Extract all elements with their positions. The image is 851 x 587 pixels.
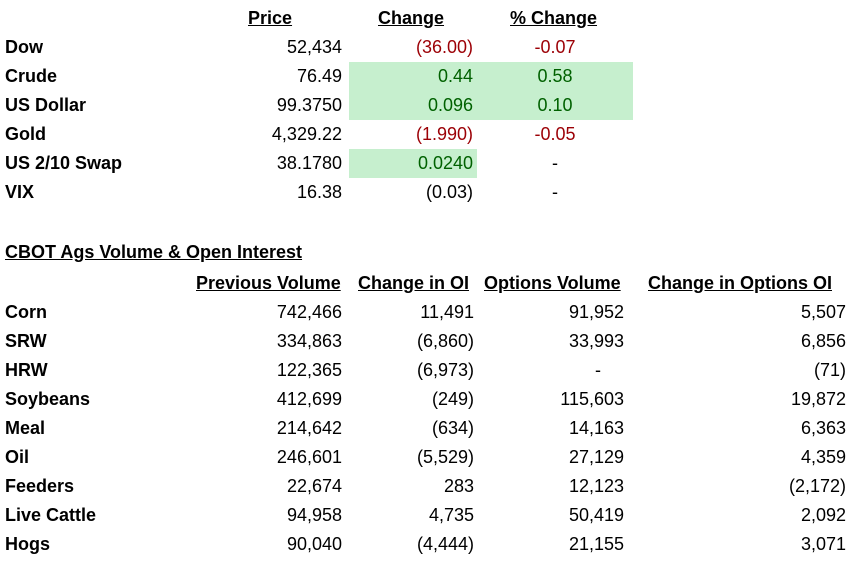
previous-volume: 122,365: [276, 360, 342, 380]
change-highlight: [349, 62, 477, 91]
market-price: 99.3750: [276, 95, 342, 115]
previous-volume: 90,040: [286, 534, 342, 554]
market-name: Dow: [5, 37, 43, 57]
change-in-options-oi: 2,092: [800, 505, 846, 525]
header-change-in-oi: Change in OI: [358, 273, 470, 293]
options-volume: 27,129: [568, 447, 624, 467]
header-price: Price: [248, 8, 293, 28]
options-volume: 21,155: [568, 534, 624, 554]
market-price: 38.1780: [276, 153, 342, 173]
options-volume: 12,123: [568, 476, 624, 496]
change-in-oi: 283: [443, 476, 474, 496]
market-pct-change: 0.10: [537, 95, 573, 115]
change-in-options-oi: 3,071: [800, 534, 846, 554]
change-in-options-oi: 6,363: [800, 418, 846, 438]
cbot-section-title: CBOT Ags Volume & Open Interest: [5, 242, 303, 262]
options-volume: 50,419: [568, 505, 624, 525]
change-highlight: [349, 149, 477, 178]
options-volume: 33,993: [568, 331, 624, 351]
commodity-name: Corn: [5, 302, 47, 322]
market-name: US Dollar: [5, 95, 87, 115]
market-change: (36.00): [415, 37, 473, 57]
change-in-oi: 11,491: [420, 302, 474, 322]
change-in-oi: 4,735: [428, 505, 474, 525]
change-in-options-oi: 5,507: [800, 302, 846, 322]
change-in-options-oi: 4,359: [800, 447, 846, 467]
market-change: (0.03): [425, 182, 473, 202]
market-change: (1.990): [415, 124, 473, 144]
commodity-name: Soybeans: [5, 389, 91, 409]
previous-volume: 742,466: [276, 302, 342, 322]
header-change: Change: [378, 8, 445, 28]
market-name: Crude: [5, 66, 58, 86]
options-volume: -: [595, 360, 601, 380]
market-change: 0.096: [427, 95, 473, 115]
change-in-options-oi: 6,856: [800, 331, 846, 351]
market-pct-change: -0.05: [534, 124, 576, 144]
change-in-oi: (4,444): [416, 534, 474, 554]
commodity-name: Hogs: [5, 534, 50, 554]
change-highlight: [349, 91, 477, 120]
options-volume: 14,163: [568, 418, 624, 438]
commodity-name: Oil: [5, 447, 30, 467]
previous-volume: 214,642: [276, 418, 342, 438]
previous-volume: 334,863: [276, 331, 342, 351]
commodity-name: SRW: [5, 331, 47, 351]
market-pct-change: -: [552, 153, 558, 173]
change-in-options-oi: 19,872: [790, 389, 846, 409]
change-in-options-oi: (2,172): [788, 476, 846, 496]
change-in-oi: (249): [431, 389, 474, 409]
market-change: 0.0240: [417, 153, 473, 173]
change-in-oi: (5,529): [416, 447, 474, 467]
commodity-name: Feeders: [5, 476, 75, 496]
change-in-oi: (6,860): [416, 331, 474, 351]
market-pct-change: -: [552, 182, 558, 202]
market-name: VIX: [5, 182, 35, 202]
previous-volume: 412,699: [276, 389, 342, 409]
header-change-in-options-oi: Change in Options OI: [648, 273, 832, 293]
market-name: US 2/10 Swap: [5, 153, 123, 173]
market-price: 16.38: [296, 182, 342, 202]
commodity-name: Live Cattle: [5, 505, 97, 525]
change-in-options-oi: (71): [813, 360, 846, 380]
commodity-name: HRW: [5, 360, 48, 380]
header-previous-volume: Previous Volume: [196, 273, 341, 293]
change-in-oi: (6,973): [416, 360, 474, 380]
commodity-name: Meal: [5, 418, 46, 438]
previous-volume: 94,958: [286, 505, 342, 525]
pct-highlight: [477, 62, 633, 91]
market-price: 52,434: [286, 37, 342, 57]
market-name: Gold: [5, 124, 46, 144]
market-price: 76.49: [296, 66, 342, 86]
change-in-oi: (634): [431, 418, 474, 438]
previous-volume: 246,601: [276, 447, 342, 467]
options-volume: 115,603: [560, 389, 624, 409]
market-change: 0.44: [437, 66, 473, 86]
market-pct-change: -0.07: [534, 37, 576, 57]
market-pct-change: 0.58: [537, 66, 573, 86]
header-pct-change: % Change: [510, 8, 598, 28]
options-volume: 91,952: [568, 302, 624, 322]
market-price: 4,329.22: [271, 124, 342, 144]
pct-highlight: [477, 91, 633, 120]
previous-volume: 22,674: [286, 476, 342, 496]
header-options-volume: Options Volume: [484, 273, 621, 293]
